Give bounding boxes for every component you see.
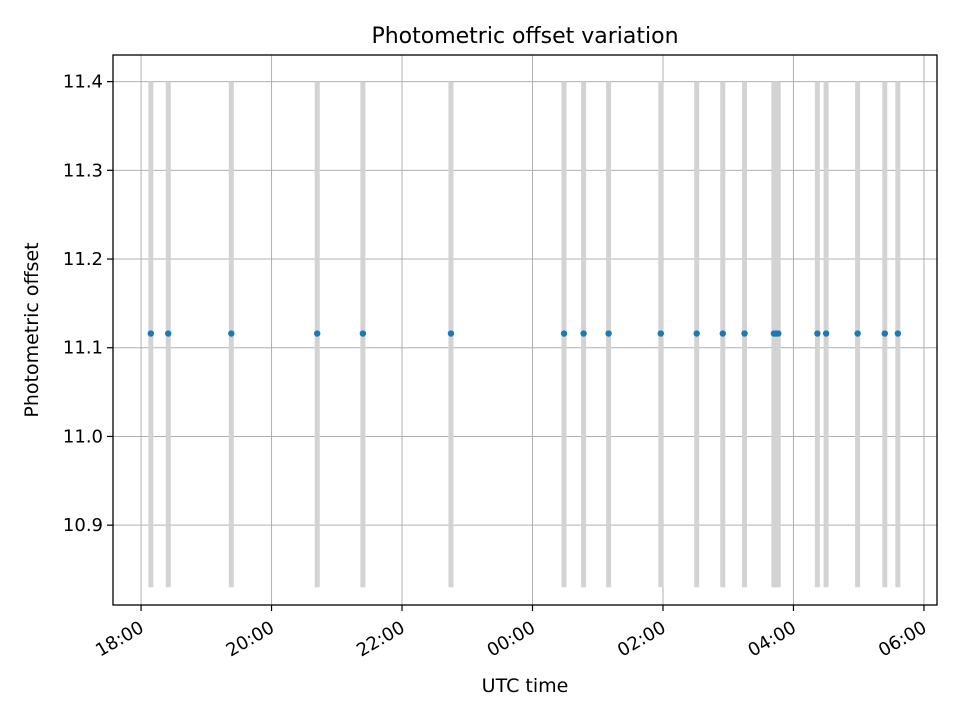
x-tick-label: 04:00 — [745, 617, 800, 661]
y-tick-label: 11.4 — [63, 72, 103, 93]
x-tick-label: 22:00 — [353, 617, 408, 661]
data-points — [147, 330, 902, 337]
x-tick-label: 20:00 — [223, 617, 278, 661]
data-point — [822, 330, 830, 337]
data-point — [741, 330, 748, 337]
data-point — [814, 330, 821, 337]
x-tick-label: 00:00 — [484, 617, 539, 661]
y-tick-label: 11.0 — [63, 426, 103, 447]
plot-frame — [112, 54, 938, 606]
data-point — [580, 330, 587, 337]
data-point — [147, 330, 155, 337]
x-axis-ticks: 18:00 20:00 22:00 00:00 02:00 04:00 06:00 — [92, 605, 930, 661]
data-point — [693, 330, 700, 337]
grid-lines — [113, 55, 937, 605]
data-point — [560, 330, 568, 337]
data-point — [447, 330, 455, 337]
x-axis-label: UTC time — [482, 675, 569, 697]
data-point — [881, 330, 889, 337]
y-tick-label: 11.1 — [63, 338, 103, 359]
data-point — [605, 330, 612, 337]
error-bars — [148, 81, 901, 588]
data-point — [657, 330, 665, 337]
data-point — [359, 330, 367, 337]
y-tick-label: 10.9 — [63, 515, 103, 536]
x-tick-label: 02:00 — [614, 617, 669, 661]
data-point — [854, 330, 861, 337]
data-point — [894, 330, 902, 337]
data-point — [165, 330, 172, 337]
x-tick-label: 18:00 — [92, 617, 147, 661]
data-point — [719, 330, 726, 337]
data-point — [314, 330, 321, 337]
x-tick-label: 06:00 — [875, 617, 930, 661]
y-axis-ticks: 10.9 11.0 11.1 11.2 11.3 11.4 — [63, 72, 113, 536]
y-tick-label: 11.3 — [63, 160, 103, 181]
data-point — [775, 330, 782, 337]
chart-title: Photometric offset variation — [371, 24, 678, 49]
y-tick-label: 11.2 — [63, 249, 103, 270]
y-axis-label: Photometric offset — [21, 242, 43, 417]
data-point — [228, 330, 235, 337]
